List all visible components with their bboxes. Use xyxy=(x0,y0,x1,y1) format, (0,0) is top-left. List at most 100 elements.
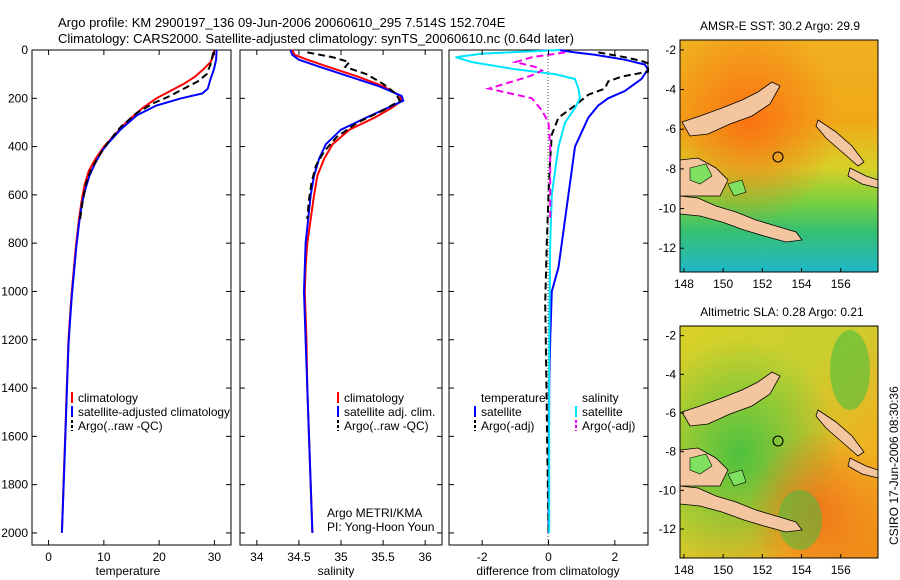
salinity-legend-climatology: climatology xyxy=(344,391,404,405)
sst-map: AMSR-E SST: 30.2 Argo: 29.9 148 150 152 154… xyxy=(659,19,879,291)
sst-green-blob-1 xyxy=(689,163,713,185)
header-line2: Climatology: CARS2000. Satellite-adjuste… xyxy=(58,31,574,46)
sst-lat-label: -2 xyxy=(665,43,676,57)
sst-lon-label: 150 xyxy=(713,277,733,291)
sst-lat-label: -12 xyxy=(659,241,677,255)
depth-tick-label: 1400 xyxy=(1,381,28,395)
sla-lat-label: -4 xyxy=(665,367,676,381)
legend-salinity-title: salinity xyxy=(582,391,619,405)
temperature-panel: 0 10 20 30 0 200 400 600 800 1000 1200 1400 1600 180… xyxy=(1,43,232,578)
depth-tick-label: 600 xyxy=(8,188,28,202)
sla-map-frame xyxy=(679,325,879,559)
sst-map-frame xyxy=(679,39,879,273)
temp-series-argo-raw-qc xyxy=(79,52,215,220)
temperature-axes-box xyxy=(31,49,232,546)
difference-panel: -2 0 2 difference from climatology tempera… xyxy=(448,49,650,578)
argo-pi: PI: Yong-Hoon Youn xyxy=(327,520,434,534)
sla-coastline xyxy=(679,371,879,533)
difference-legend: temperature satellite Argo(-adj) salinit… xyxy=(474,391,635,433)
sla-map: Altimetric SLA: 0.28 Argo: 0.21 148 150 15… xyxy=(659,305,879,577)
diff-xtick-label: -2 xyxy=(477,550,488,564)
timestamp-stamp: CSIRO 17-Jun-2006 08:30:36 xyxy=(887,386,900,545)
salinity-legend-argo: Argo(..raw -QC) xyxy=(344,419,429,433)
temp-xtick-label: 20 xyxy=(152,550,166,564)
sla-lon-label: 152 xyxy=(752,563,772,577)
sla-green-east xyxy=(830,330,870,410)
sst-bougainville xyxy=(815,119,865,167)
depth-tick-label: 200 xyxy=(8,91,28,105)
difference-xlabel: difference from climatology xyxy=(476,564,619,578)
sst-lat-label: -8 xyxy=(665,162,676,176)
sal-series-satellite-adj-clim xyxy=(289,49,405,533)
diff-xtick-label: 0 xyxy=(545,550,552,564)
salinity-panel: 34 34.5 35 35.5 36 salinity climatology sate… xyxy=(239,49,443,578)
sal-series-argo-raw-qc xyxy=(306,51,402,220)
argo-operator: Argo METRI/KMA xyxy=(327,506,422,520)
sst-lon-label: 152 xyxy=(752,277,772,291)
temp-xtick-label: 0 xyxy=(45,550,52,564)
sal-xtick-label: 34.5 xyxy=(287,550,311,564)
salinity-xlabel: salinity xyxy=(318,564,355,578)
sst-lon-label: 156 xyxy=(831,277,851,291)
sst-lon-label: 148 xyxy=(674,277,694,291)
diff-xtick-label: 2 xyxy=(611,550,618,564)
depth-tick-label: 1000 xyxy=(1,284,28,298)
sla-lat-label: -10 xyxy=(659,483,677,497)
temp-series-satellite-adjusted-climatology xyxy=(60,49,218,533)
salinity-legend-satellite: satellite adj. clim. xyxy=(344,405,435,419)
legend-temp-argo: Argo(-adj) xyxy=(481,419,534,433)
sst-lat-label: -6 xyxy=(665,122,676,136)
sla-green-blob-2 xyxy=(727,469,747,487)
depth-tick-label: 800 xyxy=(8,236,28,250)
sla-green-blob-1 xyxy=(689,453,713,475)
salinity-axes-box xyxy=(239,49,443,546)
sla-land-green xyxy=(689,453,747,487)
sla-new-guinea xyxy=(679,485,803,533)
sal-xtick-label: 36 xyxy=(418,550,432,564)
salinity-legend: climatology satellite adj. clim. Argo(..… xyxy=(337,391,435,433)
depth-tick-label: 1800 xyxy=(1,478,28,492)
sla-lon-label: 150 xyxy=(713,563,733,577)
temperature-legend-satellite: satellite-adjusted climatology xyxy=(78,405,230,419)
legend-temp-satellite: satellite xyxy=(481,405,522,419)
sla-bougainville xyxy=(815,409,865,457)
depth-tick-label: 1600 xyxy=(1,429,28,443)
temp-xtick-label: 10 xyxy=(97,550,111,564)
diff-series-salinity-satellite xyxy=(455,49,582,533)
sal-xtick-label: 34 xyxy=(250,550,264,564)
sst-lat-label: -10 xyxy=(659,202,677,216)
sst-lon-label: 154 xyxy=(792,277,812,291)
temperature-xlabel: temperature xyxy=(96,564,161,578)
temperature-legend: climatology satellite-adjusted climatolo… xyxy=(71,391,230,433)
depth-tick-label: 1200 xyxy=(1,333,28,347)
sst-map-title: AMSR-E SST: 30.2 Argo: 29.9 xyxy=(700,19,860,33)
depth-tick-label: 0 xyxy=(21,43,28,57)
temp-xtick-label: 30 xyxy=(208,550,222,564)
sla-lon-label: 156 xyxy=(831,563,851,577)
sla-lon-label: 154 xyxy=(792,563,812,577)
sst-lat-label: -4 xyxy=(665,83,676,97)
sla-lat-label: -2 xyxy=(665,329,676,343)
sst-green-blob-2 xyxy=(727,179,747,197)
sla-argo-marker xyxy=(772,435,784,447)
sla-green-south xyxy=(778,490,822,550)
diff-series-salinity-argo-adj xyxy=(484,51,566,219)
sla-map-title: Altimetric SLA: 0.28 Argo: 0.21 xyxy=(700,305,864,319)
sal-xtick-label: 35 xyxy=(334,550,348,564)
sal-xtick-label: 35.5 xyxy=(371,550,395,564)
depth-tick-label: 2000 xyxy=(1,526,28,540)
temperature-legend-argo: Argo(..raw -QC) xyxy=(78,419,163,433)
diff-series-temperature-satellite xyxy=(547,49,650,533)
sst-land-green xyxy=(689,163,747,197)
sla-lat-label: -12 xyxy=(659,522,677,536)
sla-lat-label: -8 xyxy=(665,445,676,459)
sla-new-britain xyxy=(681,371,781,427)
header-line1: Argo profile: KM 2900197_136 09-Jun-2006… xyxy=(58,15,506,30)
sst-argo-marker xyxy=(772,151,784,163)
legend-temperature-title: temperature xyxy=(481,391,546,405)
sla-lat-label: -6 xyxy=(665,406,676,420)
legend-sal-satellite: satellite xyxy=(582,405,623,419)
sst-new-britain xyxy=(681,81,781,137)
legend-sal-argo: Argo(-adj) xyxy=(582,419,635,433)
